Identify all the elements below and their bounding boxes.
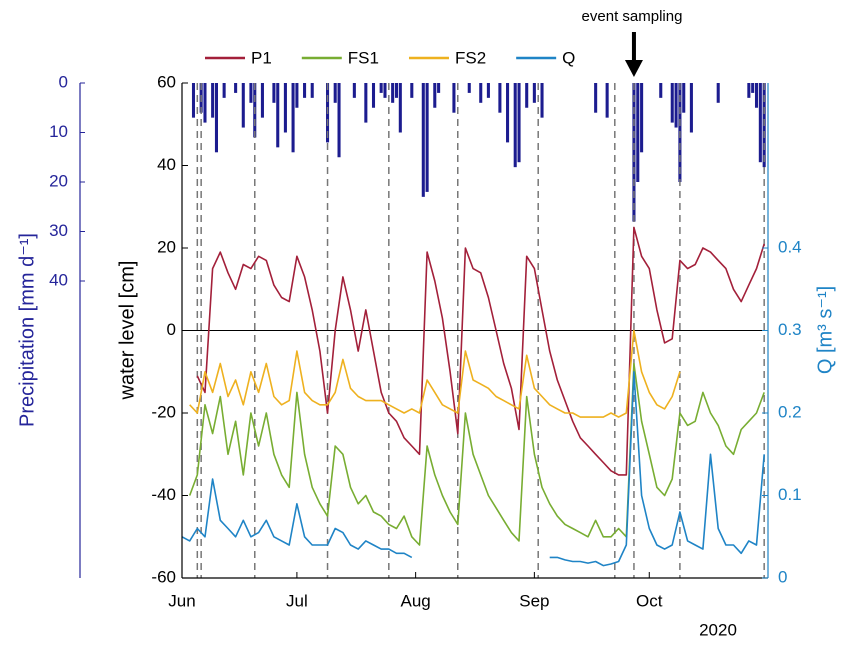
precip-bar	[241, 83, 245, 128]
y2-tick-label: 0.3	[778, 320, 802, 339]
y-axis-label: water level [cm]	[116, 261, 138, 401]
y-tick-label: 60	[157, 72, 176, 91]
precip-bar	[758, 83, 762, 163]
precip-bar	[716, 83, 720, 103]
series-line	[181, 371, 765, 567]
y3-axis-label: Precipitation [mm d⁻¹]	[16, 233, 38, 427]
y3-tick-label: 40	[49, 270, 68, 289]
precip-bar	[498, 83, 502, 113]
precip-bar	[540, 83, 544, 118]
precip-bar	[191, 83, 196, 118]
precip-bar	[214, 83, 219, 153]
precip-bar	[433, 83, 437, 108]
precip-bar	[333, 83, 337, 103]
precip-bar	[337, 83, 341, 158]
precip-bar	[467, 83, 471, 93]
precip-bar	[452, 83, 456, 113]
precip-bar	[425, 83, 429, 192]
precip-bar	[506, 83, 510, 143]
precip-bar	[486, 83, 490, 98]
legend-label: Q	[562, 48, 575, 67]
precip-bar	[295, 83, 299, 108]
y2-tick-label: 0.4	[778, 237, 802, 256]
x-tick-label: Sep	[519, 591, 549, 610]
precip-bar	[291, 83, 295, 153]
x-year-label: 2020	[699, 620, 737, 639]
precip-bar	[398, 83, 402, 133]
precip-bar	[394, 83, 399, 98]
precip-bar	[670, 83, 674, 123]
precip-bar	[276, 83, 280, 148]
precip-bar	[632, 83, 636, 222]
precip-bar	[249, 83, 253, 103]
y-tick-label: -20	[151, 402, 176, 421]
precip-bar	[272, 83, 276, 103]
y2-tick-label: 0.1	[778, 485, 802, 504]
precip-bar	[751, 83, 755, 93]
precip-bar	[525, 83, 529, 108]
precip-bar	[391, 83, 395, 103]
precip-bar	[517, 83, 521, 163]
precip-bar	[421, 83, 425, 197]
precip-bar	[310, 83, 314, 98]
precip-bar	[383, 83, 387, 98]
precip-bar	[513, 83, 517, 168]
y-tick-label: 20	[157, 237, 176, 256]
y-tick-label: -40	[151, 485, 176, 504]
precip-bar	[303, 83, 307, 98]
y-tick-label: -60	[151, 567, 176, 586]
series-line	[189, 329, 681, 418]
precip-bar	[364, 83, 368, 123]
precip-bar	[283, 83, 287, 133]
precip-bar	[437, 83, 441, 93]
precip-bar	[203, 83, 207, 123]
x-tick-label: Jul	[286, 591, 308, 610]
annotation: event sampling	[582, 8, 683, 25]
y3-tick-label: 30	[49, 221, 68, 240]
precip-bar	[682, 83, 686, 113]
x-tick-label: Aug	[401, 591, 431, 610]
series-line	[196, 226, 765, 476]
precip-bar	[674, 83, 678, 128]
precip-bar	[234, 83, 238, 93]
y2-tick-label: 0.2	[778, 402, 802, 421]
precip-bar	[594, 83, 598, 113]
y-tick-label: 40	[157, 155, 176, 174]
x-tick-label: Oct	[636, 591, 663, 610]
precip-bar	[605, 83, 609, 118]
legend-label: FS1	[348, 48, 379, 67]
precip-bar	[211, 83, 215, 118]
x-tick-label: Jun	[168, 591, 195, 610]
y2-axis-label: Q [m³ s⁻¹]	[814, 286, 836, 374]
series-line	[188, 362, 765, 546]
precip-bar	[410, 83, 414, 98]
precip-bar	[636, 83, 640, 182]
precip-bar	[479, 83, 483, 103]
precip-bar	[659, 83, 663, 98]
precip-bar	[352, 83, 356, 98]
y2-tick-label: 0	[778, 567, 787, 586]
precip-bar	[379, 83, 383, 93]
precip-bar	[222, 83, 226, 98]
precip-bar	[640, 83, 644, 153]
y-tick-label: 0	[167, 320, 176, 339]
precip-bar	[371, 83, 376, 108]
y3-tick-label: 10	[49, 122, 68, 141]
legend-label: FS2	[455, 48, 486, 67]
legend-label: P1	[251, 48, 272, 67]
y3-tick-label: 0	[59, 72, 68, 91]
precip-bar	[532, 83, 536, 103]
y3-tick-label: 20	[49, 171, 68, 190]
annotation-arrowhead	[624, 60, 643, 77]
precip-bar	[260, 83, 264, 118]
precip-bar	[689, 83, 693, 133]
precip-bar	[754, 83, 759, 108]
precip-bar	[747, 83, 751, 98]
